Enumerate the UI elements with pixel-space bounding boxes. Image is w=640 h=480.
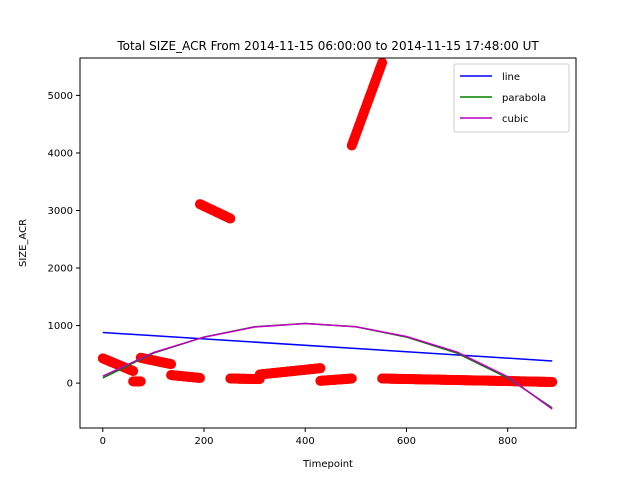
y-axis: 0 1000 2000 3000 4000 5000 <box>48 91 80 390</box>
y-axis-label: SIZE_ACR <box>18 219 29 267</box>
x-tick-label: 600 <box>397 436 416 447</box>
legend-label-cubic: cubic <box>502 114 528 125</box>
y-tick-label: 3000 <box>48 206 73 217</box>
scatter-point <box>346 373 357 384</box>
y-tick-label: 5000 <box>48 91 73 102</box>
scatter-point <box>315 363 326 374</box>
x-tick-label: 0 <box>100 436 106 447</box>
scatter-point <box>135 376 146 387</box>
scatter-point <box>166 359 177 370</box>
x-axis-label: Timepoint <box>302 459 353 470</box>
x-axis: 0 200 400 600 800 <box>100 428 517 447</box>
plot-frame <box>79 57 577 429</box>
x-tick-label: 200 <box>194 436 213 447</box>
scatter-point <box>128 366 139 377</box>
legend-label-line: line <box>502 72 520 83</box>
scatter-point <box>194 372 205 383</box>
chart-title: Total SIZE_ACR From 2014-11-15 06:00:00 … <box>116 39 539 53</box>
x-tick-label: 400 <box>296 436 315 447</box>
x-tick-label: 800 <box>498 436 517 447</box>
y-tick-label: 4000 <box>48 148 73 159</box>
series-layer <box>102 322 553 410</box>
series-line-line <box>102 331 553 362</box>
legend-box <box>453 63 570 133</box>
series-line-cubic <box>102 322 553 410</box>
scatter-point <box>225 213 236 224</box>
scatter-layer <box>97 57 558 387</box>
scatter-point <box>547 376 558 387</box>
legend: line parabola cubic <box>453 63 570 133</box>
y-tick-label: 2000 <box>48 264 73 275</box>
y-tick-label: 0 <box>67 379 73 390</box>
scatter-point <box>377 57 388 68</box>
y-tick-label: 1000 <box>48 321 73 332</box>
legend-label-parabola: parabola <box>502 93 546 104</box>
